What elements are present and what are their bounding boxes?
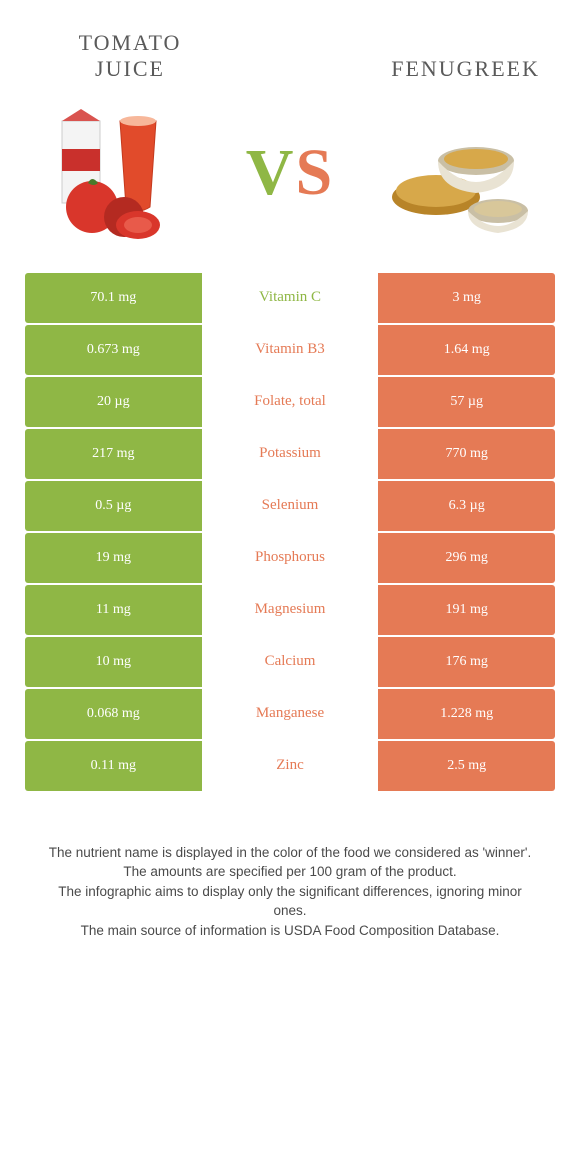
fenugreek-image — [380, 103, 540, 243]
nutrient-name-cell: Selenium — [202, 481, 379, 531]
right-value-cell: 176 mg — [378, 637, 555, 687]
right-value-cell: 57 µg — [378, 377, 555, 427]
right-value-cell: 296 mg — [378, 533, 555, 583]
tomato-juice-image — [40, 103, 200, 243]
right-value-cell: 770 mg — [378, 429, 555, 479]
table-row: 10 mgCalcium176 mg — [25, 637, 555, 687]
right-value-cell: 1.228 mg — [378, 689, 555, 739]
nutrient-name-cell: Folate, total — [202, 377, 379, 427]
left-value-cell: 0.673 mg — [25, 325, 202, 375]
right-food-title: Fenugreek — [340, 30, 540, 82]
table-row: 19 mgPhosphorus296 mg — [25, 533, 555, 583]
footer-line: The nutrient name is displayed in the co… — [40, 843, 540, 863]
table-row: 0.673 mgVitamin B31.64 mg — [25, 325, 555, 375]
table-row: 20 µgFolate, total57 µg — [25, 377, 555, 427]
hero-row: VS — [0, 93, 580, 273]
footer-line: The main source of information is USDA F… — [40, 921, 540, 941]
table-row: 217 mgPotassium770 mg — [25, 429, 555, 479]
left-value-cell: 19 mg — [25, 533, 202, 583]
nutrient-name-cell: Vitamin B3 — [202, 325, 379, 375]
vs-v: V — [246, 136, 296, 209]
nutrient-name-cell: Vitamin C — [202, 273, 379, 323]
nutrient-name-cell: Manganese — [202, 689, 379, 739]
table-row: 0.068 mgManganese1.228 mg — [25, 689, 555, 739]
nutrient-name-cell: Magnesium — [202, 585, 379, 635]
left-value-cell: 11 mg — [25, 585, 202, 635]
left-value-cell: 0.068 mg — [25, 689, 202, 739]
nutrient-name-cell: Zinc — [202, 741, 379, 791]
left-food-title: Tomato juice — [40, 30, 220, 83]
footer-notes: The nutrient name is displayed in the co… — [0, 793, 580, 941]
table-row: 0.11 mgZinc2.5 mg — [25, 741, 555, 791]
left-value-cell: 217 mg — [25, 429, 202, 479]
table-row: 0.5 µgSelenium6.3 µg — [25, 481, 555, 531]
vs-s: S — [295, 136, 334, 209]
fenugreek-icon — [380, 103, 540, 243]
left-value-cell: 0.5 µg — [25, 481, 202, 531]
right-value-cell: 3 mg — [378, 273, 555, 323]
nutrient-name-cell: Potassium — [202, 429, 379, 479]
right-value-cell: 2.5 mg — [378, 741, 555, 791]
table-row: 11 mgMagnesium191 mg — [25, 585, 555, 635]
table-row: 70.1 mgVitamin C3 mg — [25, 273, 555, 323]
footer-line: The infographic aims to display only the… — [40, 882, 540, 921]
tomato-juice-icon — [40, 103, 200, 243]
nutrient-name-cell: Phosphorus — [202, 533, 379, 583]
nutrient-name-cell: Calcium — [202, 637, 379, 687]
header: Tomato juice Fenugreek — [0, 0, 580, 93]
vs-label: VS — [246, 135, 334, 211]
right-value-cell: 191 mg — [378, 585, 555, 635]
left-value-cell: 0.11 mg — [25, 741, 202, 791]
nutrient-table: 70.1 mgVitamin C3 mg0.673 mgVitamin B31.… — [25, 273, 555, 793]
left-value-cell: 10 mg — [25, 637, 202, 687]
footer-line: The amounts are specified per 100 gram o… — [40, 862, 540, 882]
left-value-cell: 20 µg — [25, 377, 202, 427]
right-value-cell: 6.3 µg — [378, 481, 555, 531]
infographic-page: Tomato juice Fenugreek VS — [0, 0, 580, 941]
right-value-cell: 1.64 mg — [378, 325, 555, 375]
left-value-cell: 70.1 mg — [25, 273, 202, 323]
